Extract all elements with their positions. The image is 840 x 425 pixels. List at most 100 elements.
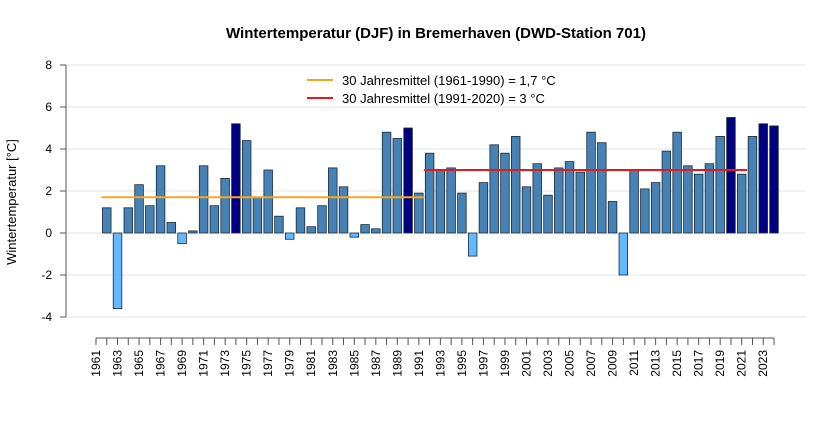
bar-2019 [726, 117, 736, 234]
bar-1995 [467, 232, 478, 257]
bar-1973 [231, 123, 241, 234]
y-tick-label: 2 [45, 184, 52, 198]
bar-1965 [145, 205, 155, 234]
bar-1962 [112, 232, 123, 309]
bar-1990 [414, 192, 424, 234]
bar-2018 [715, 135, 725, 234]
x-tick-label: 2001 [519, 350, 533, 377]
bar-1998 [500, 152, 510, 234]
x-tick-label: 1991 [412, 350, 426, 377]
x-tick-label: 1979 [283, 350, 297, 377]
y-tick-label: 4 [45, 142, 52, 156]
bar-1981 [317, 205, 327, 234]
bar-2009 [618, 232, 629, 276]
x-tick-label: 2023 [756, 350, 770, 377]
x-tick-label: 1969 [175, 350, 189, 377]
x-tick-label: 2017 [692, 350, 706, 377]
bar-2016 [693, 173, 704, 234]
bar-1963 [123, 207, 133, 234]
x-tick-label: 1967 [154, 350, 168, 377]
bar-1961 [102, 207, 112, 234]
x-tick-label: 2009 [606, 350, 620, 377]
legend: 30 Jahresmittel (1961-1990) = 1,7 °C 30 … [307, 73, 556, 106]
bar-2020 [737, 173, 747, 234]
bar-2023 [769, 125, 779, 234]
chart-title: Wintertemperatur (DJF) in Bremerhaven (D… [226, 25, 646, 42]
x-tick-label: 2011 [627, 350, 641, 376]
bar-2005 [575, 171, 585, 234]
x-tick-label: 1965 [132, 350, 146, 377]
bar-1966 [155, 165, 166, 234]
legend-label-2: 30 Jahresmittel (1991-2020) = 3 °C [342, 91, 545, 106]
x-tick-label: 1995 [455, 350, 469, 377]
bar-2011 [640, 188, 650, 234]
x-tick-label: 1963 [111, 350, 125, 377]
bar-1979 [295, 207, 306, 234]
y-tick-label: -2 [41, 268, 52, 282]
legend-label-1: 30 Jahresmittel (1961-1990) = 1,7 °C [342, 73, 556, 88]
y-tick-label: 6 [45, 100, 52, 114]
bar-2012 [650, 182, 661, 234]
bar-1991 [424, 152, 435, 234]
x-tick-label: 2021 [735, 350, 749, 377]
bar-1964 [134, 184, 144, 234]
bar-2007 [597, 142, 607, 234]
bar-1982 [328, 167, 338, 234]
bar-1968 [177, 232, 187, 244]
x-tick-label: 1999 [498, 350, 512, 377]
x-tick-label: 1987 [369, 350, 383, 377]
bar-1999 [511, 135, 521, 234]
bar-2022 [758, 123, 768, 234]
bar-1986 [371, 228, 381, 234]
x-tick-label: 1971 [197, 350, 211, 377]
x-tick-label: 1981 [304, 350, 318, 377]
bar-1987 [381, 131, 392, 234]
bar-2006 [586, 131, 596, 234]
bar-2002 [543, 194, 553, 234]
x-tick-label: 2003 [541, 350, 555, 377]
bar-1977 [274, 215, 284, 234]
x-tick-label: 1993 [433, 350, 447, 377]
bar-1980 [306, 226, 316, 234]
bar-1985 [360, 224, 370, 234]
bar-1974 [241, 140, 252, 234]
x-tick-label: 1989 [390, 350, 404, 377]
bar-2021 [747, 135, 758, 234]
bar-1988 [392, 138, 403, 234]
x-tick-label: 2007 [584, 350, 598, 377]
bar-2015 [683, 165, 693, 234]
bar-1983 [338, 186, 349, 234]
y-axis-label: Wintertemperatur [°C] [4, 139, 19, 265]
x-tick-label: 2013 [649, 350, 663, 377]
bar-1994 [457, 192, 467, 234]
y-tick-label: 0 [45, 226, 52, 240]
bar-2008 [607, 201, 618, 234]
bar-1996 [478, 182, 489, 234]
x-tick-label: 2005 [563, 350, 577, 377]
x-tick-label: 1997 [476, 350, 490, 377]
bar-2001 [532, 163, 542, 234]
bar-1972 [220, 177, 230, 234]
x-tick-label: 1983 [326, 350, 340, 377]
bar-2000 [521, 186, 532, 234]
bar-2010 [629, 169, 639, 234]
bar-1992 [435, 169, 446, 234]
bar-1976 [263, 169, 273, 234]
bar-2017 [704, 163, 715, 234]
y-tick-label: -4 [41, 310, 52, 324]
y-tick-label: 8 [45, 58, 52, 72]
bar-2013 [661, 150, 672, 234]
x-tick-label: 1975 [240, 350, 254, 377]
bar-1970 [198, 165, 209, 234]
x-tick-label: 1973 [218, 350, 232, 377]
bar-1989 [403, 127, 413, 234]
x-tick-label: 1977 [261, 350, 275, 377]
bar-2014 [672, 131, 682, 234]
bar-1984 [349, 232, 359, 238]
bar-2003 [554, 167, 564, 234]
bar-1997 [489, 144, 499, 234]
bar-1971 [209, 205, 220, 234]
bar-1975 [252, 196, 263, 234]
bar-1978 [285, 232, 295, 240]
